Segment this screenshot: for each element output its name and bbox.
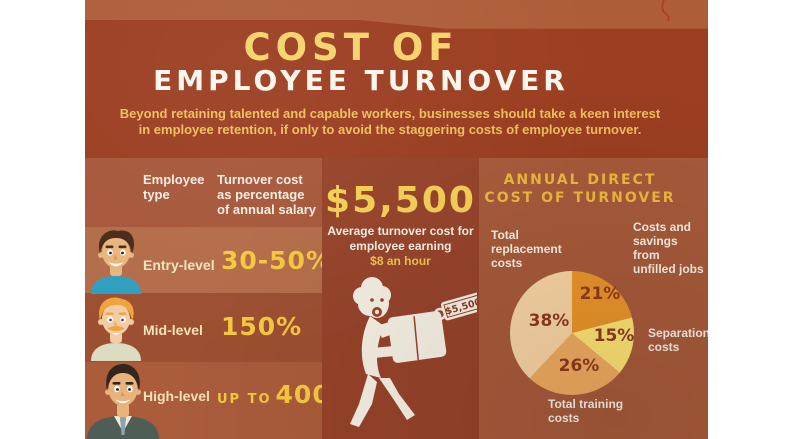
subtitle-line: Beyond retaining talented and capable wo… [119,106,661,121]
caption-line: Average turnover cost for [327,224,474,238]
value-number: 150% [221,312,303,341]
pie-chart [510,271,634,395]
value-prefix: UP TO [217,392,272,407]
pie-title-line: ANNUAL DIRECT [503,172,657,188]
avatar-entry-level [91,230,141,294]
pie-title-line: COST OF TURNOVER [484,190,676,206]
pie-label-total-replacement-costs: Total replacement costs [491,228,562,270]
table-header-band [85,158,322,227]
value-number: 30-50% [221,246,333,275]
pie-label-total-training-costs: Total training costs [548,397,624,425]
ink-scribble-decoration [661,0,670,22]
pie-percentage-38: 38% [528,311,570,331]
person-carrying-box-illustration: $5,500 [350,277,477,427]
header-subtitle: Beyond retaining talented and capable wo… [95,106,685,138]
pie-label-costs-savings-unfilled-jobs: Costs and savings from unfilled jobs [633,220,704,276]
infographic-canvas: COST OF EMPLOYEE TURNOVER Beyond retaini… [85,0,708,439]
average-cost-amount: $5,500 [325,180,476,221]
pie-percentage-15: 15% [593,326,635,346]
caption-highlight: $8 an hour [370,254,431,268]
subtitle-line: in employee retention, if only to avoid … [138,122,642,137]
pie-percentage-21: 21% [579,284,621,304]
average-cost-panel: $5,500 Average turnover cost for employe… [322,158,479,439]
row-label-high-level: High-level [143,388,210,404]
row-label-entry-level: Entry-level [143,257,215,273]
pie-label-separation-costs: Separation costs [648,326,708,354]
page-title-line1: COST OF [243,26,459,69]
row-value-entry-level: 30-50% [217,246,332,275]
column-header-employee-type: Employee type [143,172,205,202]
caption-line: employee earning [349,239,452,253]
pie-percentage-26: 26% [558,356,600,376]
avatar-high-level [87,364,159,439]
page-title-line2: EMPLOYEE TURNOVER [153,64,569,97]
header-banner: COST OF EMPLOYEE TURNOVER Beyond retaini… [85,0,708,158]
column-header-turnover-cost: Turnover cost as percentage of annual sa… [217,172,316,217]
row-value-mid-level: 150% [217,312,302,341]
average-cost-caption: Average turnover cost for employee earni… [326,224,475,269]
avatar-mid-level [91,297,141,361]
row-label-mid-level: Mid-level [143,322,203,338]
pie-chart-title: ANNUAL DIRECT COST OF TURNOVER [480,171,680,207]
